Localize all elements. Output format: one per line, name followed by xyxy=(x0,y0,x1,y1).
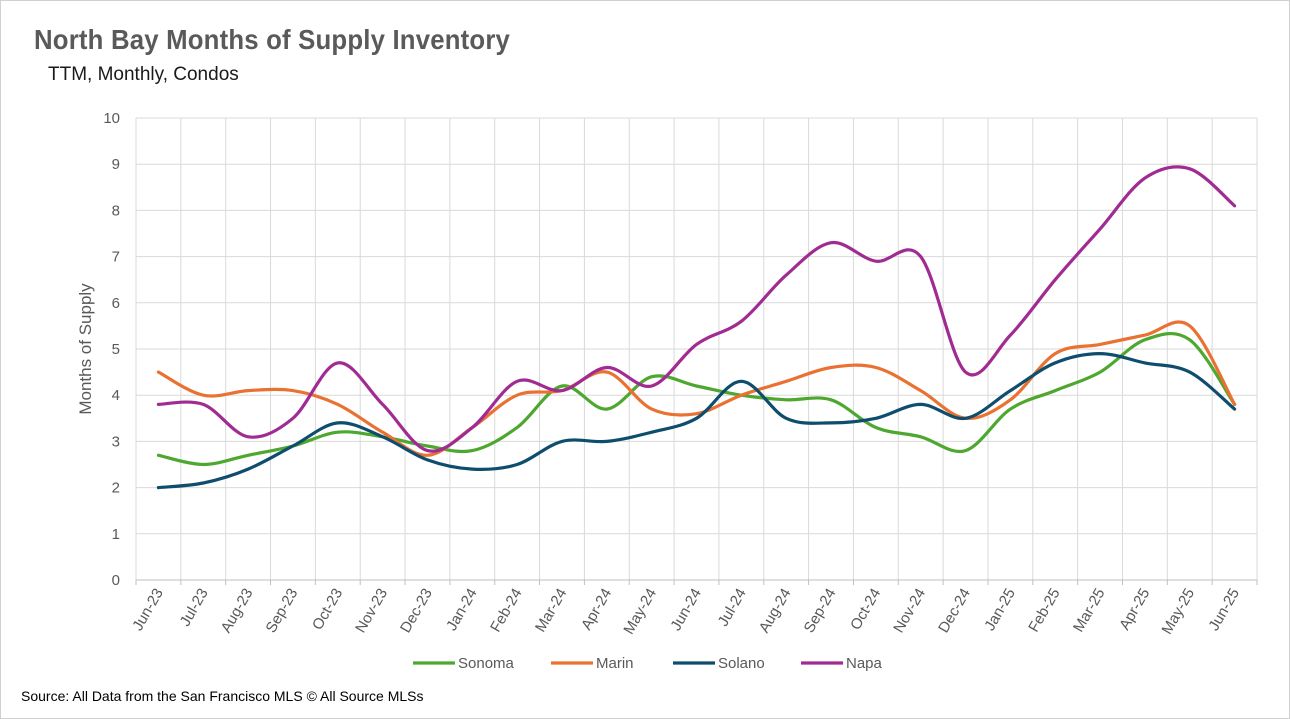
gridlines xyxy=(135,117,1258,585)
x-tick-label: Sep-24 xyxy=(801,586,840,636)
x-tick-label: Apr-25 xyxy=(1116,586,1153,633)
x-tick-label: Apr-24 xyxy=(578,586,615,633)
chart-title: North Bay Months of Supply Inventory xyxy=(34,24,511,55)
y-tick-label: 7 xyxy=(112,249,120,266)
legend-label-solano: Solano xyxy=(718,655,765,672)
legend: Sonoma Marin Solano Napa xyxy=(413,655,883,672)
x-tick-label: Jan-24 xyxy=(443,586,481,634)
legend-label-marin: Marin xyxy=(596,655,634,672)
legend-label-sonoma: Sonoma xyxy=(458,655,515,672)
y-axis-label: Months of Supply xyxy=(76,283,95,415)
y-tick-label: 9 xyxy=(112,156,120,173)
y-tick-labels: 0 1 2 3 4 5 6 7 8 9 10 xyxy=(103,110,120,589)
legend-label-napa: Napa xyxy=(846,655,883,672)
y-tick-label: 4 xyxy=(112,387,120,404)
x-tick-label: May-24 xyxy=(620,586,660,638)
x-tick-label: Dec-23 xyxy=(397,586,436,636)
x-tick-label: Jul-24 xyxy=(715,586,750,630)
y-tick-label: 1 xyxy=(112,526,120,543)
x-tick-label: Nov-24 xyxy=(890,586,929,636)
x-tick-label: Jun-23 xyxy=(129,586,167,634)
series-line-napa xyxy=(156,165,1237,453)
y-tick-label: 6 xyxy=(112,295,120,312)
x-tick-label: Jun-25 xyxy=(1205,586,1243,634)
x-tick-label: Aug-24 xyxy=(756,586,795,636)
x-tick-label: Oct-24 xyxy=(847,586,884,633)
x-tick-label: May-25 xyxy=(1158,586,1198,638)
x-tick-label: Mar-25 xyxy=(1070,586,1108,636)
x-tick-label: Oct-23 xyxy=(309,586,346,633)
y-tick-label: 0 xyxy=(112,572,120,589)
x-tick-label: Feb-25 xyxy=(1025,586,1063,636)
series-line-marin xyxy=(156,320,1237,457)
x-tick-label: Mar-24 xyxy=(532,586,570,636)
y-tick-label: 10 xyxy=(103,110,120,127)
y-tick-label: 5 xyxy=(112,341,120,358)
x-tick-label: Nov-23 xyxy=(352,586,391,636)
x-tick-label: Jun-24 xyxy=(667,586,705,634)
source-note: Source: All Data from the San Francisco … xyxy=(21,688,424,704)
y-tick-label: 8 xyxy=(112,202,120,219)
series-lines xyxy=(156,165,1237,490)
x-tick-label: Dec-24 xyxy=(935,586,974,636)
y-tick-label: 2 xyxy=(112,480,120,497)
x-tick-label: Aug-23 xyxy=(218,586,257,636)
series-line-sonoma xyxy=(156,332,1237,467)
x-tick-label: Feb-24 xyxy=(487,586,525,636)
chart-subtitle: TTM, Monthly, Condos xyxy=(48,64,239,85)
x-tick-labels: Jun-23 Jul-23 Aug-23 Sep-23 Oct-23 Nov-23 Dec-… xyxy=(129,586,1243,638)
series-line-solano xyxy=(156,352,1237,490)
x-tick-label: Jan-25 xyxy=(981,586,1019,634)
x-tick-label: Sep-23 xyxy=(262,586,301,636)
x-tick-label: Jul-23 xyxy=(177,586,212,630)
y-tick-label: 3 xyxy=(112,433,120,450)
